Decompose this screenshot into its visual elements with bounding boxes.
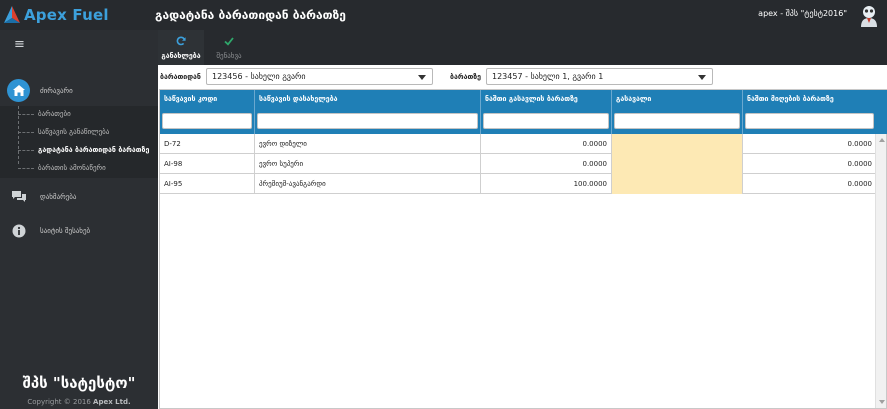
header-scroll-spacer — [876, 90, 887, 134]
tree-line — [18, 168, 34, 169]
copyright-text: Copyright © 2016 — [27, 398, 91, 406]
column-header-label: გასავალი — [616, 95, 652, 103]
cell-to-balance: 0.0000 — [847, 180, 873, 188]
grid-scrollbar[interactable] — [875, 134, 886, 408]
sidebar-item-main[interactable]: ძირავარი — [0, 74, 158, 108]
filter-input-from-balance[interactable] — [483, 113, 609, 129]
top-bar: Apex Fuel გადატანა ბარათიდან ბარათზე ape… — [0, 0, 887, 30]
user-name[interactable]: apex - შპს "ტესტ2016" — [758, 9, 847, 18]
refresh-icon — [158, 36, 204, 49]
to-card-label: ბარათზე — [450, 73, 481, 81]
scroll-down-icon[interactable] — [879, 400, 885, 404]
sidebar-item-label: ძირავარი — [40, 87, 73, 95]
sidebar-item-label: დახმარება — [40, 193, 77, 201]
cell-amount-input[interactable] — [612, 174, 743, 194]
tree-line — [18, 106, 19, 164]
filter-input-amount[interactable] — [614, 113, 740, 129]
page-title: გადატანა ბარათიდან ბარათზე — [155, 8, 346, 22]
fuel-drop-icon — [4, 6, 20, 23]
sidebar-item-about[interactable]: საიტის შესახებ — [0, 222, 158, 242]
checkmark-icon — [206, 36, 252, 49]
sidebar-subitem-card-transfer[interactable]: გადატანა ბარათიდან ბარათზე — [38, 146, 150, 154]
sidebar-subitem-cards[interactable]: ბარათები — [38, 110, 71, 118]
cell-fuel-code: D-72 — [160, 134, 255, 154]
column-header-fuel-name[interactable]: საწვავის დასახელება — [255, 90, 481, 134]
column-header-from-balance[interactable]: ნაშთი გასავლის ბარათზე — [481, 90, 612, 134]
save-label: შენახვა — [216, 52, 242, 60]
sidebar-submenu: ბარათები საწვავის განაწილება გადატანა ბა… — [0, 106, 158, 178]
user-avatar-icon[interactable] — [857, 3, 881, 27]
copyright: Copyright © 2016 Apex Ltd. — [0, 398, 158, 406]
sidebar-item-label: საიტის შესახებ — [40, 227, 91, 235]
cell-to-balance: 0.0000 — [847, 140, 873, 148]
save-button[interactable]: შენახვა — [206, 30, 252, 65]
transfer-grid: საწვავის კოდი საწვავის დასახელება ნაშთი … — [159, 89, 887, 409]
column-header-to-balance[interactable]: ნაშთი მიღების ბარათზე — [743, 90, 876, 134]
cell-amount-input[interactable] — [612, 134, 743, 154]
menu-toggle-icon[interactable]: ≡ — [14, 37, 25, 52]
filter-input-fuel-name[interactable] — [257, 113, 478, 129]
refresh-button[interactable]: განახლება — [158, 30, 204, 65]
column-header-label: საწვავის დასახელება — [259, 95, 338, 103]
cell-fuel-code: AI-98 — [160, 154, 255, 174]
chat-icon — [12, 191, 26, 202]
column-header-amount[interactable]: გასავალი — [612, 90, 743, 134]
grid-header: საწვავის კოდი საწვავის დასახელება ნაშთი … — [160, 90, 887, 134]
app-logo-text: Apex Fuel — [24, 6, 109, 24]
cell-from-balance: 0.0000 — [481, 134, 612, 154]
table-row[interactable]: AI-98 ევრო სუპერი 0.0000 0.0000 — [160, 154, 876, 174]
company-name: შპს "სატესტო" — [22, 374, 136, 392]
tree-line — [18, 114, 34, 115]
column-header-label: საწვავის კოდი — [164, 95, 218, 103]
chevron-down-icon — [418, 75, 426, 80]
sidebar-item-help[interactable]: დახმარება — [0, 188, 158, 208]
toolbar: განახლება შენახვა — [158, 30, 887, 65]
from-card-label: ბარათიდან — [160, 73, 201, 81]
cell-from-balance: 0.0000 — [481, 154, 612, 174]
tree-line — [18, 150, 34, 151]
cell-fuel-name: ევრო სუპერი — [255, 154, 481, 174]
cell-amount-input[interactable] — [612, 154, 743, 174]
cell-to-balance: 0.0000 — [847, 160, 873, 168]
table-row[interactable]: D-72 ევრო დიზელი 0.0000 0.0000 — [160, 134, 876, 154]
filter-input-to-balance[interactable] — [745, 113, 874, 129]
sidebar-subitem-card-statement[interactable]: ბარათის ამონაწერი — [38, 164, 106, 172]
cell-from-balance: 100.0000 — [481, 174, 612, 194]
app-logo[interactable]: Apex Fuel — [2, 4, 109, 26]
tree-line — [18, 132, 34, 133]
scroll-up-icon[interactable] — [879, 138, 885, 142]
column-header-fuel-code[interactable]: საწვავის კოდი — [160, 90, 255, 134]
from-card-value: 123456 - სახელი გვარი — [212, 72, 306, 81]
cell-fuel-name: ევრო დიზელი — [255, 134, 481, 154]
info-icon — [12, 224, 26, 238]
refresh-label: განახლება — [161, 52, 201, 60]
copyright-brand: Apex Ltd. — [93, 398, 131, 406]
filter-input-fuel-code[interactable] — [162, 113, 252, 129]
to-card-value: 123457 - სახელი 1, გვარი 1 — [492, 72, 604, 81]
sidebar-subitem-fuel-distribution[interactable]: საწვავის განაწილება — [38, 128, 110, 136]
cell-fuel-code: AI-95 — [160, 174, 255, 194]
column-header-label: ნაშთი მიღების ბარათზე — [747, 95, 834, 103]
chevron-down-icon — [698, 75, 706, 80]
to-card-select[interactable]: 123457 - სახელი 1, გვარი 1 — [486, 68, 713, 85]
cell-fuel-name: პრემიუმ-ავანგარდი — [255, 174, 481, 194]
sidebar: ≡ ძირავარი ბარათები საწვავის განაწილება … — [0, 30, 158, 409]
from-card-select[interactable]: 123456 - სახელი გვარი — [206, 68, 433, 85]
column-header-label: ნაშთი გასავლის ბარათზე — [485, 95, 578, 103]
home-icon — [7, 79, 30, 102]
table-row[interactable]: AI-95 პრემიუმ-ავანგარდი 100.0000 0.0000 — [160, 174, 876, 194]
